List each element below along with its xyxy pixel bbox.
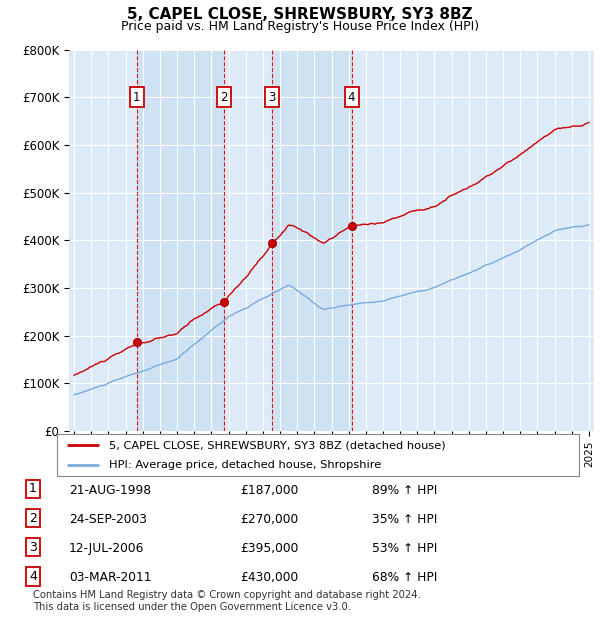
Text: 3: 3	[268, 91, 275, 104]
Text: 4: 4	[29, 570, 37, 583]
Text: 4: 4	[348, 91, 355, 104]
Text: 35% ↑ HPI: 35% ↑ HPI	[372, 513, 437, 526]
Text: £187,000: £187,000	[240, 484, 298, 497]
Text: 2: 2	[220, 91, 227, 104]
Text: £430,000: £430,000	[240, 571, 298, 584]
Text: 03-MAR-2011: 03-MAR-2011	[69, 571, 151, 584]
Text: 12-JUL-2006: 12-JUL-2006	[69, 542, 145, 555]
Bar	[137, 50, 224, 431]
Bar	[272, 50, 352, 431]
Text: Price paid vs. HM Land Registry's House Price Index (HPI): Price paid vs. HM Land Registry's House …	[121, 20, 479, 33]
Text: £395,000: £395,000	[240, 542, 298, 555]
Text: 1: 1	[29, 482, 37, 495]
Text: 21-AUG-1998: 21-AUG-1998	[69, 484, 151, 497]
Text: 2: 2	[29, 512, 37, 525]
Text: 1: 1	[133, 91, 140, 104]
Text: 53% ↑ HPI: 53% ↑ HPI	[372, 542, 437, 555]
Text: 3: 3	[29, 541, 37, 554]
Text: 5, CAPEL CLOSE, SHREWSBURY, SY3 8BZ: 5, CAPEL CLOSE, SHREWSBURY, SY3 8BZ	[127, 7, 473, 22]
Text: 68% ↑ HPI: 68% ↑ HPI	[372, 571, 437, 584]
Text: £270,000: £270,000	[240, 513, 298, 526]
Text: 89% ↑ HPI: 89% ↑ HPI	[372, 484, 437, 497]
Text: HPI: Average price, detached house, Shropshire: HPI: Average price, detached house, Shro…	[109, 460, 382, 470]
Text: 24-SEP-2003: 24-SEP-2003	[69, 513, 147, 526]
Text: Contains HM Land Registry data © Crown copyright and database right 2024.
This d: Contains HM Land Registry data © Crown c…	[33, 590, 421, 612]
Text: 5, CAPEL CLOSE, SHREWSBURY, SY3 8BZ (detached house): 5, CAPEL CLOSE, SHREWSBURY, SY3 8BZ (det…	[109, 440, 446, 450]
